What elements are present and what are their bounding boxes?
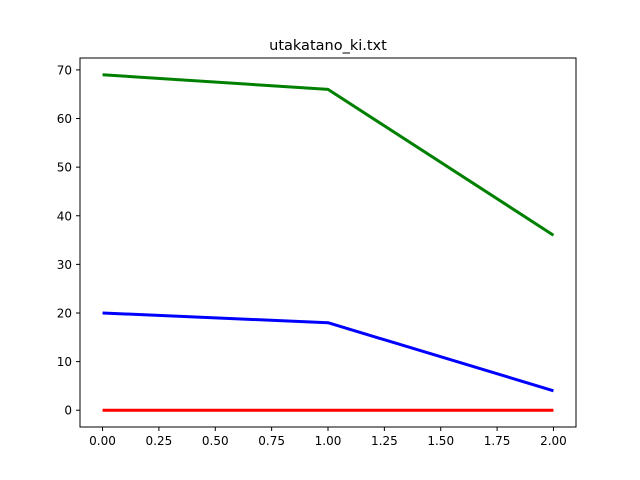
series-line-1 <box>102 73 555 237</box>
x-tick-label: 0.25 <box>146 434 173 448</box>
y-tick-label: 50 <box>57 161 72 175</box>
plot-frame <box>79 57 577 428</box>
y-tick-label: 20 <box>57 306 72 320</box>
x-tick-label: 0.50 <box>202 434 229 448</box>
series-line-2 <box>102 311 554 393</box>
chart-title: utakatano_ki.txt <box>269 38 387 54</box>
x-tick-label: 1.00 <box>315 434 342 448</box>
y-tick-label: 70 <box>57 63 72 77</box>
y-tick-label: 60 <box>57 112 72 126</box>
y-tick-label: 40 <box>57 209 72 223</box>
x-tick-label: 0.75 <box>258 434 285 448</box>
x-tick-label: 1.50 <box>427 434 454 448</box>
x-tick-label: 1.75 <box>484 434 511 448</box>
x-tick-label: 2.00 <box>540 434 567 448</box>
y-tick-label: 0 <box>64 404 72 418</box>
x-tick-label: 1.25 <box>371 434 398 448</box>
x-tick-label: 0.00 <box>89 434 116 448</box>
y-tick-label: 10 <box>57 355 72 369</box>
axes-layer: 0.00 0.25 0.50 0.75 1.00 1.25 1.50 1.75 2.00 0 10 2… <box>57 57 577 448</box>
y-tick-label: 30 <box>57 258 72 272</box>
series-layer <box>102 73 555 412</box>
